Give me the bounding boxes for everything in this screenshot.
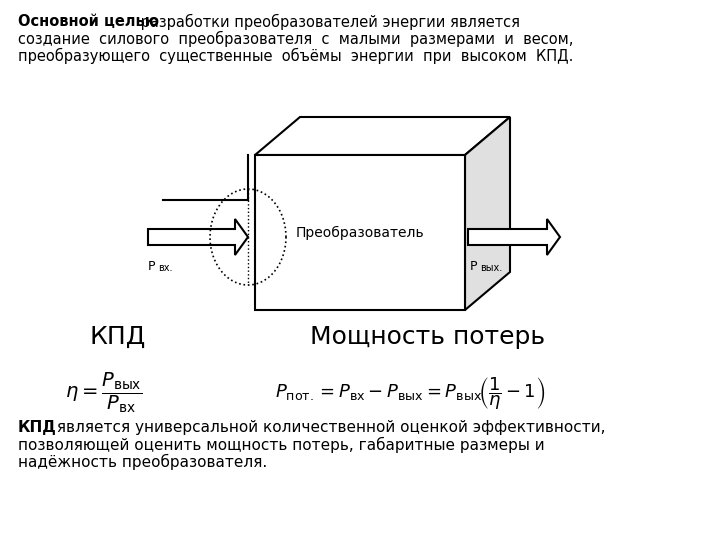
- Text: КПД: КПД: [90, 325, 146, 349]
- Text: Мощность потерь: Мощность потерь: [310, 325, 545, 349]
- Polygon shape: [255, 117, 510, 155]
- Text: P: P: [148, 260, 156, 273]
- Text: надёжность преобразователя.: надёжность преобразователя.: [18, 454, 267, 470]
- Text: вх.: вх.: [158, 263, 173, 273]
- Polygon shape: [255, 155, 465, 310]
- Text: Преобразователь: Преобразователь: [296, 226, 424, 240]
- Text: вых.: вых.: [480, 263, 503, 273]
- Text: Основной целью: Основной целью: [18, 14, 159, 29]
- Text: создание  силового  преобразователя  с  малыми  размерами  и  весом,: создание силового преобразователя с малы…: [18, 31, 573, 47]
- Text: разработки преобразователей энергии является: разработки преобразователей энергии явля…: [136, 14, 520, 30]
- Text: позволяющей оценить мощность потерь, габаритные размеры и: позволяющей оценить мощность потерь, габ…: [18, 437, 544, 453]
- Polygon shape: [468, 219, 560, 255]
- Text: $\eta = \dfrac{P_{\mathsf{вых}}}{P_{\mathsf{вх}}}$: $\eta = \dfrac{P_{\mathsf{вых}}}{P_{\mat…: [65, 370, 143, 415]
- Text: является универсальной количественной оценкой эффективности,: является универсальной количественной оц…: [52, 420, 606, 435]
- Text: КПД: КПД: [18, 420, 57, 435]
- Text: $P_{\mathsf{пот.}} = P_{\mathsf{вх}} - P_{\mathsf{вых}} = P_{\mathsf{вых}}\!\lef: $P_{\mathsf{пот.}} = P_{\mathsf{вх}} - P…: [275, 375, 545, 411]
- Polygon shape: [148, 219, 248, 255]
- Text: P: P: [470, 260, 477, 273]
- Polygon shape: [465, 117, 510, 310]
- Text: преобразующего  существенные  объёмы  энергии  при  высоком  КПД.: преобразующего существенные объёмы энерг…: [18, 48, 573, 64]
